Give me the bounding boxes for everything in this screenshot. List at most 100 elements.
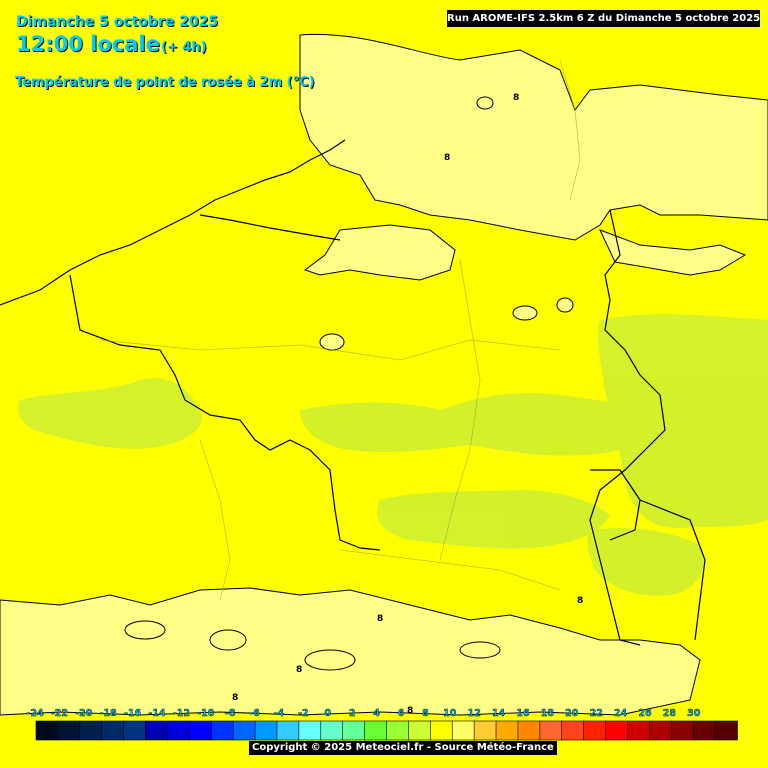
admin-line-4 — [339, 549, 561, 591]
legend-swatch — [473, 720, 497, 741]
legend-swatch — [276, 720, 300, 741]
contour-label: 8 — [377, 614, 383, 624]
lake-7 — [304, 649, 356, 671]
legend-swatch — [254, 720, 278, 741]
legend-swatch — [430, 720, 454, 741]
contour-label: 8 — [296, 665, 302, 675]
copyright: Copyright © 2025 Meteociel.fr - Source M… — [249, 741, 557, 755]
legend-swatch — [670, 720, 694, 741]
coastline — [0, 139, 346, 306]
legend-tick-label: 28 — [663, 708, 677, 719]
legend-tick-label: 26 — [638, 708, 652, 719]
border-rhine — [639, 499, 706, 641]
legend-swatch — [145, 720, 169, 741]
legend-tick-label: -4 — [274, 708, 285, 719]
legend-ticks: -24 -22 -20 -18 -16 -14 -12 -10 -8 -6 -4 -2 0 2 4 6 8 10 1… — [26, 708, 701, 719]
legend-tick-label: -16 — [124, 708, 142, 719]
legend-swatch — [232, 720, 256, 741]
delta-pale — [303, 224, 456, 281]
border-germany — [589, 209, 666, 646]
legend-tick-label: -2 — [298, 708, 309, 719]
legend-tick-label: 6 — [398, 708, 405, 719]
legend-tick-label: 14 — [492, 708, 506, 719]
legend-swatch — [35, 720, 59, 741]
admin-line-3 — [199, 439, 231, 601]
legend-tick-label: -12 — [173, 708, 190, 719]
legend-tick-label: 20 — [565, 708, 579, 719]
forecast-lead: (+ 4h) — [161, 40, 207, 55]
admin-borders — [99, 59, 581, 601]
legend-swatch — [451, 720, 475, 741]
legend-swatch — [539, 720, 563, 741]
contour-label: 8 — [513, 93, 519, 103]
legend-swatch — [298, 720, 322, 741]
legend-tick-label: -8 — [225, 708, 236, 719]
border-belgium-nl — [199, 214, 341, 241]
legend-tick-label: 30 — [687, 708, 701, 719]
lake-1 — [512, 305, 538, 321]
contour-label: 8 — [444, 153, 450, 163]
border-france-belgium — [69, 274, 381, 551]
legend-tick-label: -10 — [197, 708, 215, 719]
admin-line-5 — [559, 59, 581, 201]
legend-swatch — [101, 720, 125, 741]
legend-tick-label: 16 — [516, 708, 530, 719]
legend-swatch — [210, 720, 234, 741]
legend-tick-label: -24 — [26, 708, 44, 719]
legend-swatch — [123, 720, 147, 741]
legend-swatch — [408, 720, 432, 741]
parameter-title: Température de point de rosée à 2m (°C) — [15, 75, 315, 90]
run-info: Run AROME-IFS 2.5km 6 Z du Dimanche 5 oc… — [447, 10, 760, 27]
green-regions — [18, 314, 768, 596]
pale-regions — [0, 33, 768, 716]
legend-tick-label: -6 — [249, 708, 260, 719]
legend-tick-label: 22 — [590, 708, 603, 719]
legend-tick-label: 8 — [422, 708, 429, 719]
legend-tick-label: 24 — [614, 708, 628, 719]
legend-swatch — [320, 720, 344, 741]
legend-swatch — [495, 720, 519, 741]
legend-swatch — [627, 720, 651, 741]
legend-swatch — [714, 720, 738, 741]
legend-swatch — [583, 720, 607, 741]
east-pale — [599, 229, 747, 276]
legend-swatch — [364, 720, 388, 741]
contour-label: 8 — [407, 706, 413, 716]
legend-tick-label: 2 — [349, 708, 356, 719]
north-sea-pale — [299, 33, 768, 241]
contour-labels: 8 8 8 8 8 8 8 — [232, 93, 583, 716]
contour-label: 8 — [232, 693, 238, 703]
legend-swatch — [561, 720, 585, 741]
legend-tick-label: 18 — [541, 708, 555, 719]
legend-swatch — [342, 720, 366, 741]
legend-swatch — [79, 720, 103, 741]
forecast-date: Dimanche 5 octobre 2025 — [16, 14, 219, 30]
lake-4 — [476, 96, 494, 110]
legend-swatch — [649, 720, 673, 741]
lake-3 — [556, 297, 574, 313]
green-southeast — [587, 528, 704, 596]
legend-swatch — [605, 720, 629, 741]
legend-tick-label: -18 — [100, 708, 118, 719]
legend-tick-label: -22 — [51, 708, 68, 719]
legend-tick-label: 0 — [324, 708, 331, 719]
legend-swatch — [692, 720, 716, 741]
legend-swatch — [386, 720, 410, 741]
lake-6 — [124, 620, 166, 640]
legend-tick-label: 10 — [443, 708, 457, 719]
green-east — [597, 314, 768, 529]
legend-swatch — [167, 720, 191, 741]
legend-colorbar — [35, 720, 738, 741]
legend-swatch — [57, 720, 81, 741]
green-belt-west — [18, 378, 202, 449]
admin-line-1 — [99, 339, 561, 361]
green-belt-center — [300, 393, 660, 456]
legend-tick-label: -14 — [148, 708, 166, 719]
lake-2 — [319, 333, 345, 351]
borders — [0, 139, 706, 646]
legend-tick-label: 4 — [373, 708, 380, 719]
forecast-time: 12:00 locale — [16, 32, 160, 56]
lake-8 — [459, 641, 501, 659]
